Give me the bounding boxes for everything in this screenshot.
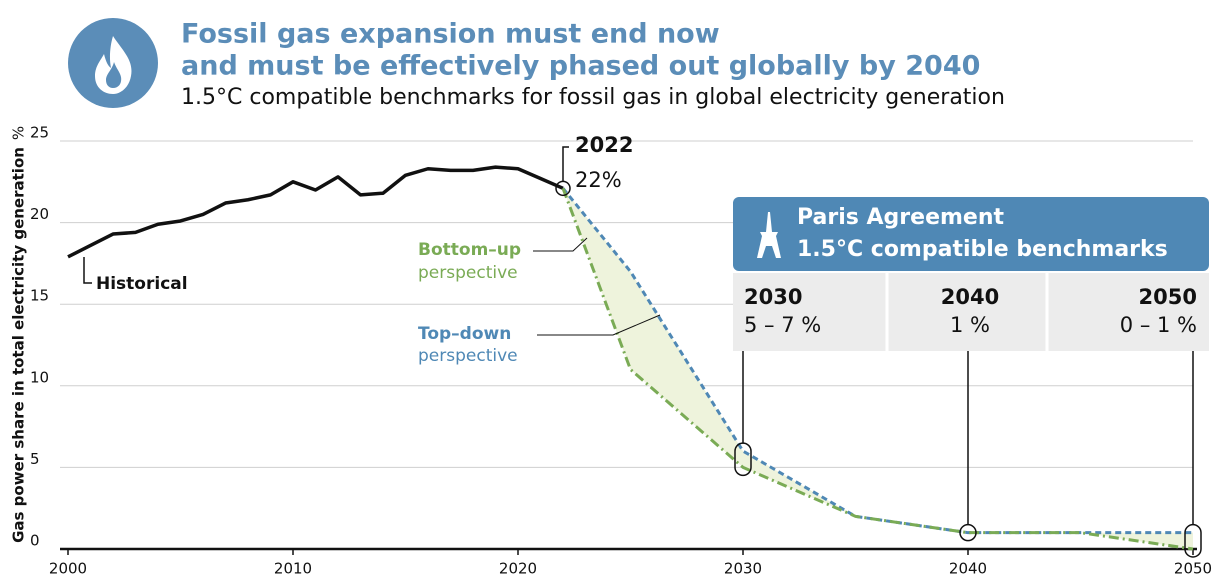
y-tick-label: 15 [30,287,49,305]
flame-icon [95,36,132,94]
series-sublabel: perspective [418,346,518,366]
x-tick-label: 2020 [499,560,537,576]
benchmark-range: 0 – 1 % [1120,313,1197,337]
box-title: 1.5°C compatible benchmarks [797,237,1168,262]
annotation: 22% [575,168,622,192]
series-line [561,187,1193,535]
series-label: Bottom–up [418,240,521,260]
y-axis-label: Gas power share in total electricity gen… [10,147,28,543]
series-line [561,187,1194,551]
series-sublabel: perspective [418,263,518,283]
series-line [67,165,564,259]
x-tick-label: 2050 [1174,560,1212,576]
benchmark-year: 2040 [941,285,999,309]
y-tick-label: 10 [30,368,49,386]
box-body [733,273,1209,351]
x-tick-label: 2040 [949,560,987,576]
benchmark-year: 2050 [1139,285,1197,309]
benchmark-year: 2030 [744,285,802,309]
range-band [563,188,1193,549]
x-tick-label: 2030 [724,560,762,576]
connector [533,237,588,252]
subtitle: 1.5°C compatible benchmarks for fossil g… [181,85,1005,110]
series-label: Top–down [418,324,511,344]
connector [562,146,569,182]
box-header [733,197,1209,271]
tower-icon [757,212,781,258]
annotation: 2022 [575,133,633,157]
series-label: Historical [96,274,188,294]
x-tick-label: 2000 [49,560,87,576]
benchmark-range: 5 – 7 % [744,313,821,337]
title: Fossil gas expansion must end now [181,19,720,50]
connector [83,257,92,284]
y-tick-label: 5 [30,450,40,468]
y-tick-label: 20 [30,205,49,223]
title: and must be effectively phased out globa… [181,51,980,82]
y-tick-label: 25 [30,124,49,142]
benchmark-range: 1 % [950,313,990,337]
y-unit: % [10,126,28,140]
y-tick-label: 0 [30,532,40,550]
box-title: Paris Agreement [797,205,1004,230]
x-tick-label: 2010 [274,560,312,576]
connector [537,314,661,336]
